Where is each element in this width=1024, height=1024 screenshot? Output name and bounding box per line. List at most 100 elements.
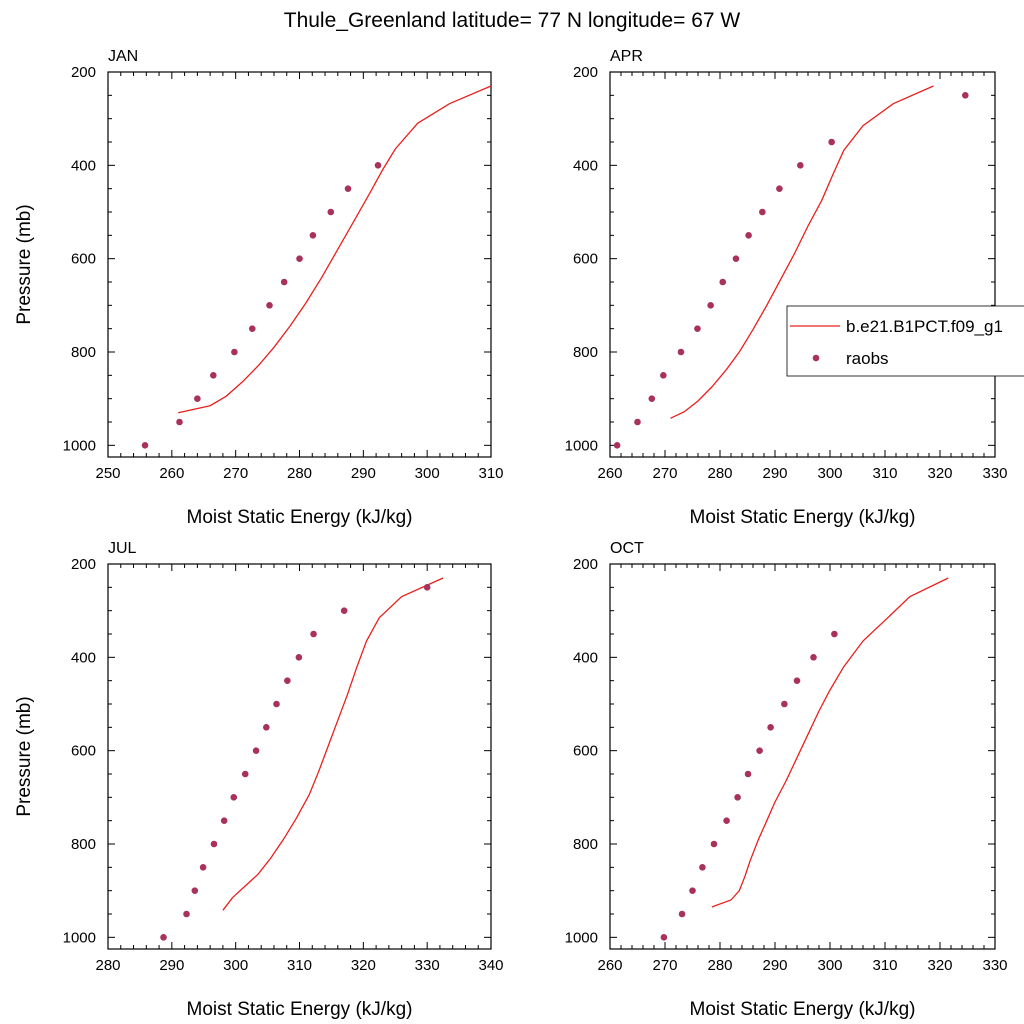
- raobs-point: [828, 138, 835, 146]
- x-axis-title: Moist Static Energy (kJ/kg): [690, 507, 916, 528]
- raobs-point: [962, 92, 969, 99]
- raobs-point: [252, 747, 260, 754]
- x-tick-label: 260: [159, 465, 184, 482]
- x-tick-label: 340: [478, 957, 503, 974]
- raobs-point: [745, 232, 752, 239]
- series-model-line: [670, 85, 934, 419]
- raobs-point: [295, 654, 303, 661]
- x-tick-label: 310: [478, 465, 503, 482]
- raobs-point: [831, 630, 838, 638]
- panel-jan: 250 260 270 280 290 300 310 200 400 600 800 1000 JAN…: [14, 48, 504, 528]
- x-tick-label: 310: [287, 957, 312, 974]
- y-tick-label: 1000: [63, 437, 96, 454]
- y-tick-label: 1000: [63, 929, 96, 946]
- x-tick-label: 330: [982, 957, 1007, 974]
- x-tick-label: 270: [223, 465, 248, 482]
- raobs-point: [309, 232, 317, 239]
- raobs-point: [699, 864, 706, 871]
- raobs-point: [734, 794, 741, 801]
- x-tick-label: 330: [982, 465, 1007, 482]
- raobs-point: [648, 395, 656, 402]
- x-tick-label: 260: [597, 957, 622, 974]
- x-tick-label: 280: [707, 957, 732, 974]
- raobs-point: [310, 630, 317, 638]
- y-axis-title: Pressure (mb): [14, 696, 35, 816]
- plot-frame: [609, 563, 996, 950]
- raobs-point: [744, 770, 752, 778]
- x-tick-label: 280: [95, 957, 120, 974]
- x-tick-label: 310: [872, 957, 897, 974]
- panel-jul: 280 290 300 310 320 330 340 200 400 600 800 1000 JUL…: [14, 540, 504, 1020]
- series-model-line: [222, 577, 444, 911]
- raobs-point: [374, 162, 382, 169]
- raobs-point: [141, 442, 149, 449]
- panels: 250 260 270 280 290 300 310 200 400 600 800 1000 JAN…: [14, 48, 1008, 1020]
- raobs-point: [756, 747, 763, 754]
- raobs-point: [231, 348, 238, 356]
- panel-label: JAN: [108, 48, 138, 65]
- y-tick-label: 200: [71, 556, 96, 573]
- x-tick-label: 300: [415, 465, 440, 482]
- raobs-point: [183, 910, 190, 918]
- raobs-point: [248, 325, 256, 332]
- x-tick-label: 270: [652, 957, 677, 974]
- plot-frame: [107, 563, 492, 950]
- x-tick-label: 300: [223, 957, 248, 974]
- x-tick-label: 270: [652, 465, 677, 482]
- x-tick-label: 290: [762, 957, 787, 974]
- chart-title: Thule_Greenland latitude= 77 N longitude…: [284, 9, 741, 32]
- legend-label-model: b.e21.B1PCT.f09_g1: [846, 317, 1003, 336]
- raobs-point: [241, 770, 249, 778]
- x-tick-label: 290: [762, 465, 787, 482]
- x-tick-label: 320: [351, 957, 376, 974]
- x-tick-label: 330: [415, 957, 440, 974]
- y-tick-label: 600: [71, 743, 96, 760]
- x-tick-label: 320: [927, 957, 952, 974]
- raobs-point: [694, 325, 701, 332]
- x-axis-title: Moist Static Energy (kJ/kg): [187, 507, 413, 528]
- y-tick-label: 800: [71, 344, 96, 361]
- x-tick-label: 310: [872, 465, 897, 482]
- x-tick-label: 290: [159, 957, 184, 974]
- raobs-point: [210, 372, 217, 379]
- plot-frame: [609, 71, 996, 458]
- y-tick-label: 600: [573, 743, 598, 760]
- raobs-point: [677, 348, 685, 356]
- x-tick-label: 260: [597, 465, 622, 482]
- raobs-point: [678, 910, 686, 918]
- raobs-point: [344, 185, 352, 192]
- x-tick-label: 280: [287, 465, 312, 482]
- y-tick-label: 1000: [565, 437, 598, 454]
- y-tick-label: 200: [573, 64, 598, 81]
- y-tick-label: 800: [71, 836, 96, 853]
- raobs-point: [776, 185, 783, 192]
- y-tick-label: 400: [573, 157, 598, 174]
- raobs-point: [810, 654, 817, 661]
- raobs-point: [220, 817, 228, 824]
- y-tick-label: 1000: [565, 929, 598, 946]
- raobs-point: [266, 302, 273, 309]
- raobs-point: [194, 395, 201, 402]
- x-tick-label: 250: [95, 465, 120, 482]
- raobs-point: [263, 724, 270, 731]
- raobs-point: [660, 372, 667, 379]
- y-tick-label: 800: [573, 836, 598, 853]
- x-tick-label: 320: [927, 465, 952, 482]
- series-model-line: [178, 85, 492, 414]
- raobs-point: [284, 677, 291, 684]
- x-tick-label: 300: [817, 957, 842, 974]
- panel-label: OCT: [610, 540, 644, 557]
- raobs-point: [767, 724, 774, 731]
- raobs-point: [160, 934, 167, 941]
- raobs-point: [660, 934, 668, 941]
- y-tick-label: 400: [573, 649, 598, 666]
- legend-label-raobs: raobs: [846, 349, 889, 368]
- raobs-point: [719, 278, 727, 286]
- y-tick-label: 200: [71, 64, 96, 81]
- x-tick-label: 280: [707, 465, 732, 482]
- raobs-point: [176, 418, 183, 426]
- y-tick-label: 200: [573, 556, 598, 573]
- x-axis-title: Moist Static Energy (kJ/kg): [690, 999, 916, 1020]
- raobs-point: [340, 607, 348, 614]
